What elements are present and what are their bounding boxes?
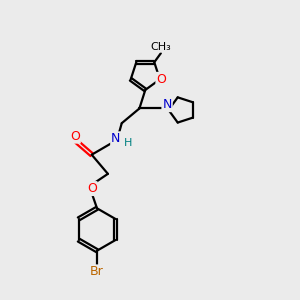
Text: H: H: [123, 138, 132, 148]
Text: O: O: [87, 182, 97, 195]
Text: N: N: [162, 98, 172, 111]
Text: Br: Br: [90, 266, 104, 278]
Text: CH₃: CH₃: [151, 42, 171, 52]
Text: O: O: [156, 73, 166, 86]
Text: O: O: [70, 130, 80, 143]
Text: N: N: [111, 132, 121, 145]
